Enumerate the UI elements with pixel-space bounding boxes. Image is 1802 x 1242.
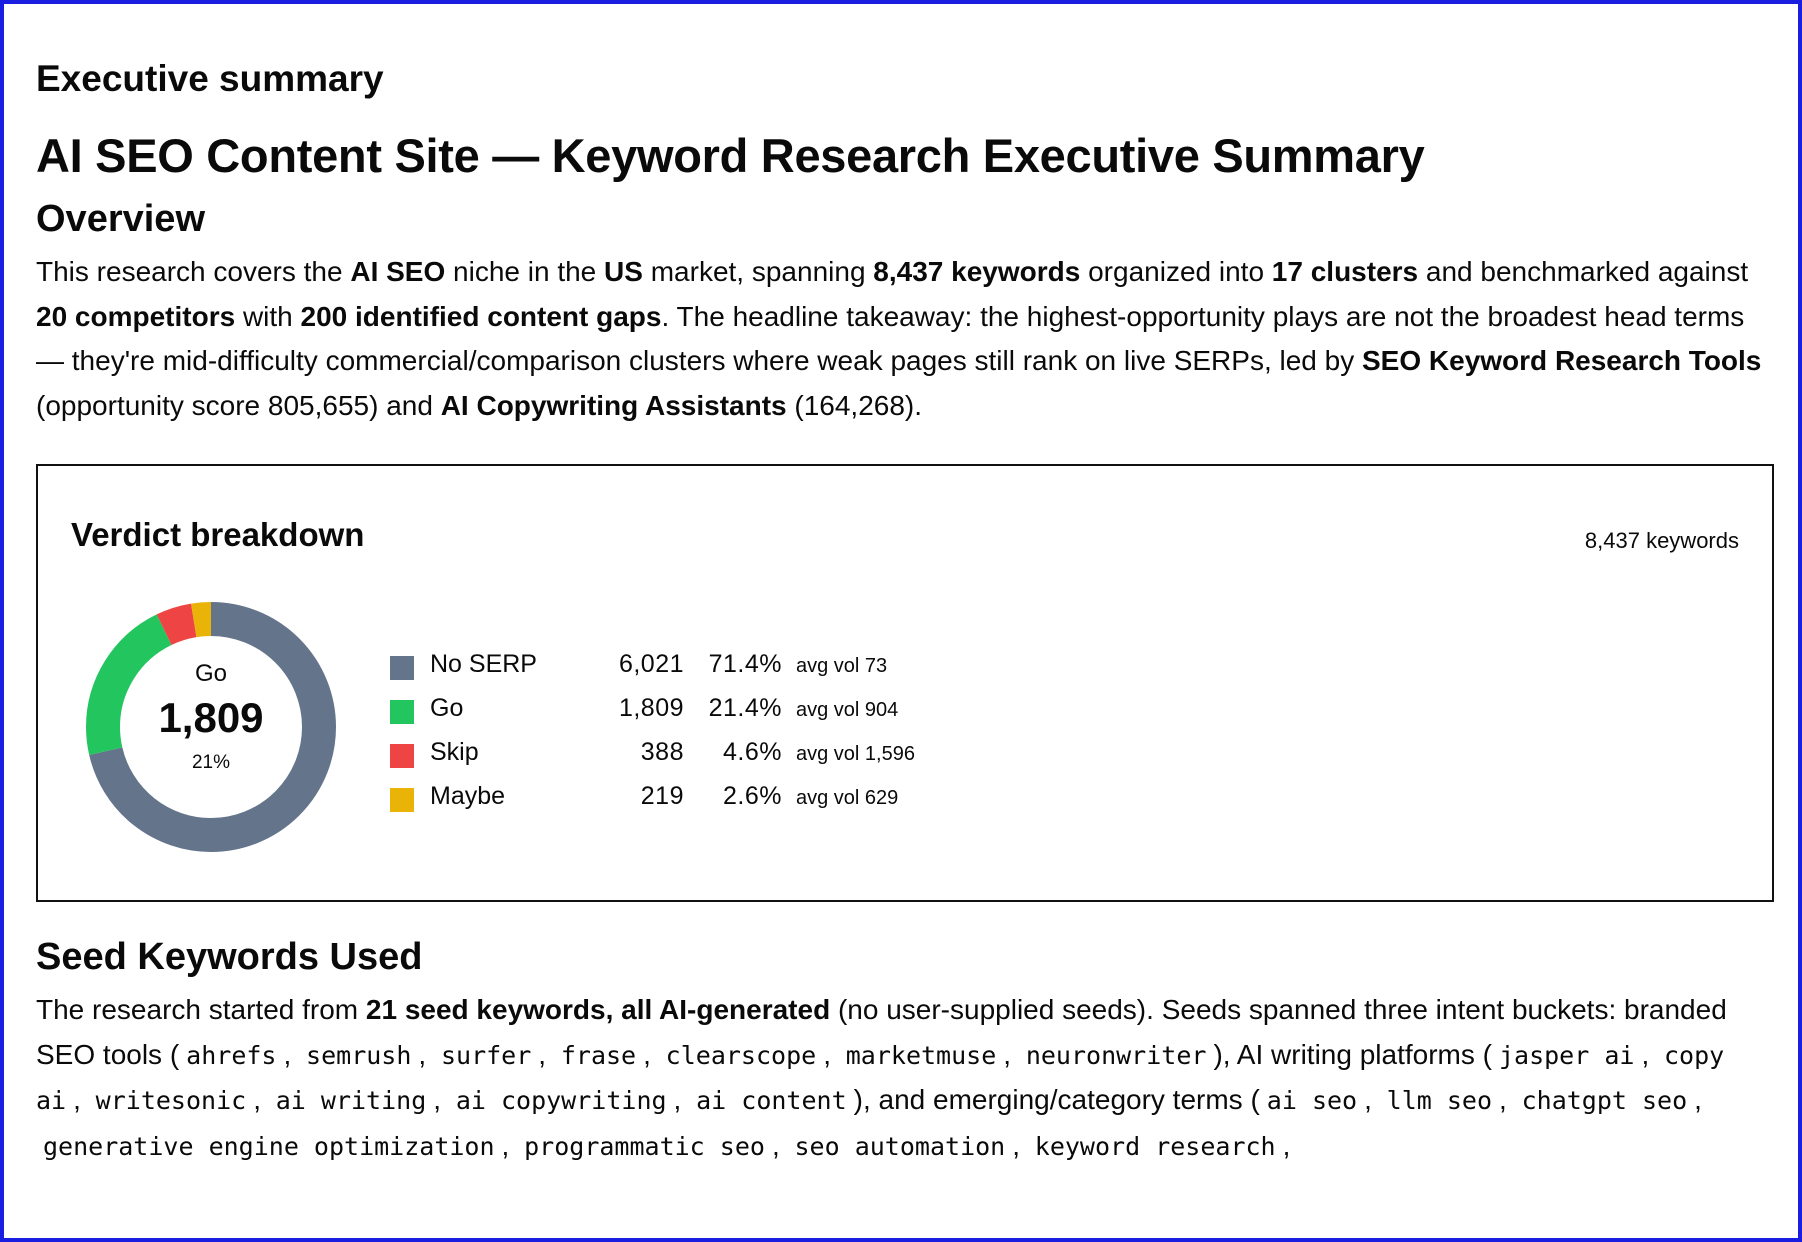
legend-label: No SERP [430,650,537,678]
donut-center-percent: 21% [191,752,231,773]
seed-keyword: ai copywriting [455,1086,667,1115]
verdict-breakdown-card: Verdict breakdown 8,437 keywords Go 1,80… [36,464,1774,902]
legend-swatch [390,656,414,680]
seed-keyword: marketmuse [845,1040,997,1070]
verdict-breakdown-title: Verdict breakdown [71,516,365,553]
seed-keyword: generative engine optimization [43,1131,495,1161]
legend-avg-volume: avg vol 1,596 [796,743,915,765]
legend-row-maybe: Maybe 219 2.6% avg vol 629 [390,780,990,824]
seed-keyword: surfer [440,1040,532,1070]
seed-keyword: neuronwriter [1025,1040,1207,1070]
seed-keywords-paragraph: The research started from 21 seed keywor… [36,994,1727,1161]
legend-label: Maybe [430,782,506,810]
seed-keyword: ai content [696,1086,847,1115]
donut-center-value: 1,809 [158,694,264,741]
overview-paragraph: This research covers the AI SEO niche in… [36,256,1762,421]
seed-keyword: ai seo [1266,1086,1358,1115]
seed-keyword: programmatic seo [524,1131,765,1161]
seed-keyword: semrush [306,1040,412,1070]
legend-swatch [390,700,414,724]
keyword-total: 8,437 keywords [1584,528,1739,553]
donut-slice-go [86,602,336,852]
report-content: Executive summary AI SEO Content Site — … [36,54,1774,1169]
seed-keyword: jasper ai [1498,1040,1635,1070]
legend-percent: 21.4% [708,694,782,722]
donut-center: Go 1,809 21% [86,602,336,852]
legend-avg-volume: avg vol 73 [796,655,888,677]
legend-percent: 2.6% [723,782,782,810]
legend-swatch [390,744,414,768]
legend-avg-volume: avg vol 904 [796,699,899,721]
overview-heading: Overview [36,198,205,240]
page-title: AI SEO Content Site — Keyword Research E… [36,129,1425,182]
legend-label: Skip [430,738,479,766]
seed-keyword: copy ai [36,1040,1725,1116]
legend-row-go: Go 1,809 21.4% avg vol 904 [390,692,990,736]
seed-keyword: seo automation [794,1131,1006,1161]
seed-keyword: writesonic [95,1086,247,1115]
legend-count: 388 [640,738,684,766]
legend-percent: 71.4% [708,650,782,678]
legend-count: 219 [640,782,684,810]
legend-avg-volume: avg vol 629 [796,787,899,809]
verdict-donut-chart [86,602,336,852]
donut-slice-maybe [86,602,336,852]
seed-keyword: frase [560,1040,637,1070]
legend-label: Go [430,694,464,722]
seed-keyword: keyword research [1034,1131,1276,1161]
legend-percent: 4.6% [723,738,782,766]
seed-keyword: clearscope [665,1040,817,1070]
seed-keyword: chatgpt seo [1521,1086,1688,1115]
legend-count: 6,021 [618,650,684,678]
section-kicker: Executive summary [36,58,384,99]
legend-count: 1,809 [618,694,684,722]
legend-row-no-serp: No SERP 6,021 71.4% avg vol 73 [390,648,990,692]
seed-keyword: ahrefs [186,1040,277,1070]
seed-keyword: llm seo [1386,1086,1493,1115]
verdict-legend: No SERP 6,021 71.4% avg vol 73 Go 1,809 … [390,648,990,824]
seed-keyword: ai writing [275,1086,427,1115]
donut-center-label: Go [194,660,227,687]
legend-row-skip: Skip 388 4.6% avg vol 1,596 [390,736,990,780]
seed-keywords-heading: Seed Keywords Used [36,936,423,978]
legend-swatch [390,788,414,812]
